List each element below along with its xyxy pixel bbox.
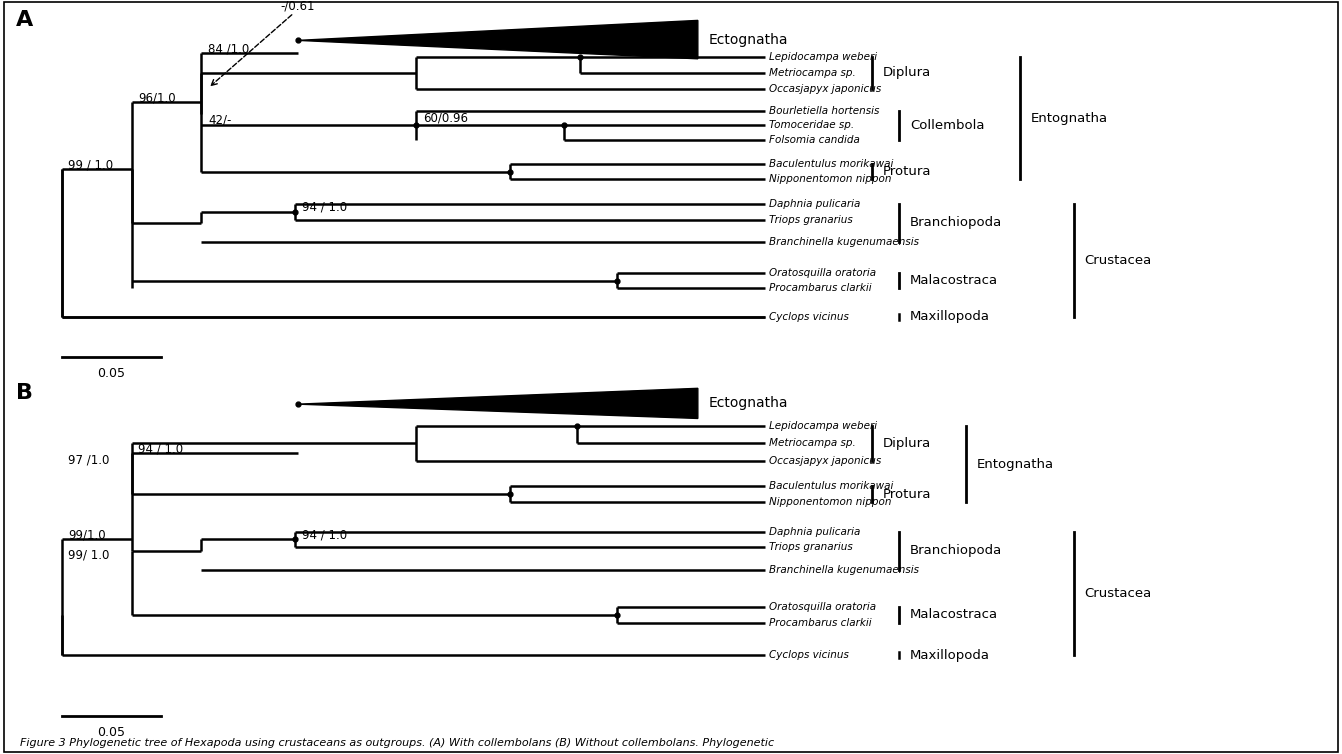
Text: Lepidocampa weberi: Lepidocampa weberi xyxy=(769,421,878,431)
Text: 99/ 1.0: 99/ 1.0 xyxy=(68,548,110,561)
Text: Metriocampa sp.: Metriocampa sp. xyxy=(769,68,856,78)
Text: Figure 3 Phylogenetic tree of Hexapoda using crustaceans as outgroups. (A) With : Figure 3 Phylogenetic tree of Hexapoda u… xyxy=(20,738,774,748)
Text: Protura: Protura xyxy=(883,488,931,501)
Text: -/0.61: -/0.61 xyxy=(280,0,315,12)
Text: Branchiopoda: Branchiopoda xyxy=(910,544,1002,557)
Text: Malacostraca: Malacostraca xyxy=(910,274,998,287)
Text: Bourletiella hortensis: Bourletiella hortensis xyxy=(769,106,879,115)
Text: 99 / 1.0: 99 / 1.0 xyxy=(68,159,114,172)
Text: 94 / 1.0: 94 / 1.0 xyxy=(302,201,348,213)
Text: Occasjapyx japonicus: Occasjapyx japonicus xyxy=(769,455,882,466)
Text: B: B xyxy=(16,383,34,403)
Text: Cyclops vicinus: Cyclops vicinus xyxy=(769,650,849,661)
Text: Protura: Protura xyxy=(883,165,931,178)
Text: Procambarus clarkii: Procambarus clarkii xyxy=(769,618,871,628)
Text: Tomoceridae sp.: Tomoceridae sp. xyxy=(769,120,854,130)
Text: 94 / 1.0: 94 / 1.0 xyxy=(302,529,348,541)
Text: Crustacea: Crustacea xyxy=(1084,254,1151,267)
Text: 60/0.96: 60/0.96 xyxy=(423,111,468,124)
Text: Metriocampa sp.: Metriocampa sp. xyxy=(769,438,856,448)
Text: Occasjapyx japonicus: Occasjapyx japonicus xyxy=(769,84,882,94)
Text: 42/-: 42/- xyxy=(208,113,231,126)
Text: Nipponentomon nippon: Nipponentomon nippon xyxy=(769,174,891,184)
Text: Crustacea: Crustacea xyxy=(1084,587,1151,600)
Text: 96/1.0: 96/1.0 xyxy=(138,91,176,105)
Text: Triops granarius: Triops granarius xyxy=(769,215,852,225)
Text: Ectognatha: Ectognatha xyxy=(709,32,788,47)
Text: 0.05: 0.05 xyxy=(98,366,125,379)
Text: Baculentulus morikawai: Baculentulus morikawai xyxy=(769,481,894,492)
Polygon shape xyxy=(298,388,698,418)
Text: Maxillopoda: Maxillopoda xyxy=(910,311,990,323)
Text: Procambarus clarkii: Procambarus clarkii xyxy=(769,284,871,293)
Text: Malacostraca: Malacostraca xyxy=(910,608,998,621)
Text: 94 / 1.0: 94 / 1.0 xyxy=(138,443,184,456)
Polygon shape xyxy=(298,20,698,59)
Text: Branchinella kugenumaensis: Branchinella kugenumaensis xyxy=(769,237,919,247)
Text: Entognatha: Entognatha xyxy=(977,458,1053,470)
Text: Cyclops vicinus: Cyclops vicinus xyxy=(769,312,849,322)
Text: Diplura: Diplura xyxy=(883,66,931,79)
Text: Nipponentomon nippon: Nipponentomon nippon xyxy=(769,497,891,507)
Text: Oratosquilla oratoria: Oratosquilla oratoria xyxy=(769,268,876,278)
Text: Oratosquilla oratoria: Oratosquilla oratoria xyxy=(769,602,876,612)
Text: Triops granarius: Triops granarius xyxy=(769,542,852,553)
Text: Entognatha: Entognatha xyxy=(1031,112,1107,124)
Text: Ectognatha: Ectognatha xyxy=(709,397,788,410)
Text: Folsomia candida: Folsomia candida xyxy=(769,136,860,146)
Text: 84 /1.0: 84 /1.0 xyxy=(208,42,250,56)
Text: Diplura: Diplura xyxy=(883,437,931,450)
Text: Daphnia pulicaria: Daphnia pulicaria xyxy=(769,526,860,537)
Text: Collembola: Collembola xyxy=(910,119,985,132)
Text: 99/1.0: 99/1.0 xyxy=(68,529,106,542)
Text: 0.05: 0.05 xyxy=(98,725,125,739)
Text: Lepidocampa weberi: Lepidocampa weberi xyxy=(769,52,878,62)
Text: Branchinella kugenumaensis: Branchinella kugenumaensis xyxy=(769,566,919,575)
Text: Maxillopoda: Maxillopoda xyxy=(910,648,990,662)
Text: Baculentulus morikawai: Baculentulus morikawai xyxy=(769,159,894,169)
Text: A: A xyxy=(16,10,34,30)
Text: Daphnia pulicaria: Daphnia pulicaria xyxy=(769,199,860,209)
Text: Branchiopoda: Branchiopoda xyxy=(910,216,1002,229)
Text: 97 /1.0: 97 /1.0 xyxy=(68,454,110,467)
